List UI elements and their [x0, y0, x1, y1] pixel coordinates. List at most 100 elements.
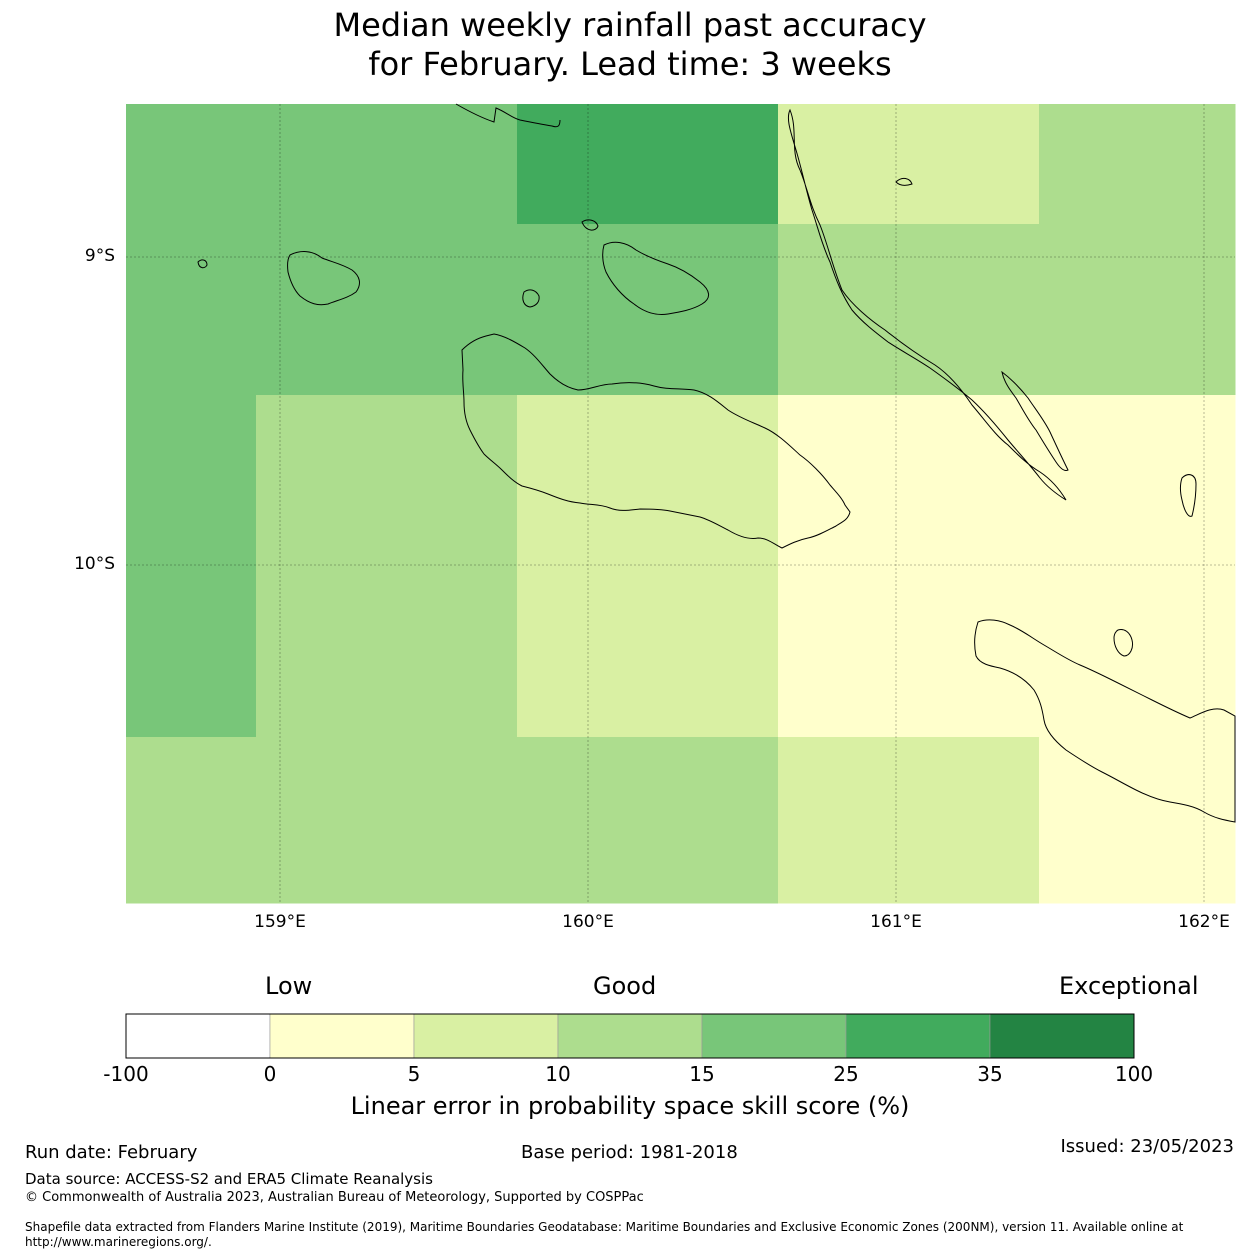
lon-label-162e: 162°E: [1178, 912, 1230, 932]
copyright: © Commonwealth of Australia 2023, Austra…: [25, 1190, 644, 1205]
coastline-malaita: [787, 108, 1067, 501]
skill-cell: [126, 224, 192, 396]
skill-cell: [256, 565, 323, 738]
shapefile-credit: Shapefile data extracted from Flanders M…: [25, 1220, 1184, 1249]
skill-cell: [322, 565, 388, 738]
colorbar-box: [701, 1013, 847, 1059]
skill-cell: [387, 224, 453, 396]
data-source: Data source: ACCESS-S2 and ERA5 Climate …: [25, 1170, 433, 1188]
skill-cell: [322, 104, 388, 225]
colorbar-tick: 0: [263, 1062, 277, 1086]
skill-cell: [126, 565, 192, 738]
base-period: Base period: 1981-2018: [521, 1142, 738, 1163]
skill-cell: [974, 737, 1040, 904]
skill-cell: [126, 737, 192, 904]
skill-cell: [713, 565, 779, 738]
skill-cell: [126, 104, 192, 225]
colorbar-box: [989, 1013, 1135, 1059]
map-title-line-2: for February. Lead time: 3 weeks: [368, 45, 892, 83]
lon-label-160e: 160°E: [562, 912, 614, 932]
skill-cell: [713, 224, 779, 396]
skill-cell: [322, 395, 388, 566]
coastline-savo: [522, 289, 540, 308]
skill-cell: [974, 565, 1040, 738]
skill-cell: [387, 737, 453, 904]
lon-label-159e: 159°E: [254, 912, 306, 932]
colorbar-label: Linear error in probability space skill …: [350, 1092, 910, 1120]
coastline-guadalcanal: [461, 333, 851, 549]
skill-cell: [909, 565, 975, 738]
colorbar-category-exceptional: Exceptional: [1059, 972, 1199, 1000]
coastline-west-islet: [197, 259, 208, 269]
skill-cell: [648, 224, 714, 396]
colorbar-box: [845, 1013, 991, 1059]
colorbar-tick: 15: [689, 1062, 715, 1086]
colorbar-tick: 5: [407, 1062, 421, 1086]
skill-cell: [191, 395, 257, 566]
skill-cell: [1105, 737, 1171, 904]
skill-cell: [1039, 224, 1106, 396]
colorbar-tick: -100: [103, 1062, 149, 1086]
skill-cell: [648, 104, 714, 225]
skill-cell: [1170, 565, 1236, 738]
skill-map: [126, 103, 1236, 904]
coastline-florida-islands: [287, 251, 360, 306]
skill-cell: [648, 737, 714, 904]
gridlines: [126, 104, 1235, 903]
skill-cell: [844, 565, 910, 738]
coastline-makira: [974, 619, 1236, 823]
coastline-small-malaita: [1001, 370, 1069, 471]
colorbar-tick: 10: [545, 1062, 571, 1086]
skill-cell: [583, 104, 649, 225]
skill-cell: [517, 224, 584, 396]
skill-cell: [256, 224, 323, 396]
skill-cell: [909, 104, 975, 225]
skill-cell: [322, 224, 388, 396]
colorbar-outline: [125, 1013, 1135, 1059]
skill-cell: [517, 737, 584, 904]
skill-cell: [583, 737, 649, 904]
coastline-reef-b: [895, 177, 913, 186]
skill-cell: [1170, 224, 1236, 396]
skill-cell: [387, 395, 453, 566]
skill-cell: [452, 565, 518, 738]
coastline-reef-a: [581, 219, 599, 231]
skill-cell: [974, 104, 1040, 225]
skill-cell: [517, 104, 584, 225]
lat-label-10s: 10°S: [74, 554, 115, 574]
coastline-north-islet-a: [455, 103, 561, 128]
skill-cell: [713, 737, 779, 904]
skill-cell: [452, 224, 518, 396]
run-date: Run date: February: [25, 1142, 198, 1163]
skill-cell: [256, 395, 323, 566]
issued-date: Issued: 23/05/2023: [1060, 1136, 1234, 1157]
colorbar-box: [557, 1013, 703, 1059]
skill-cell: [452, 395, 518, 566]
skill-cell: [256, 737, 323, 904]
skill-cell: [844, 224, 910, 396]
skill-cell: [844, 395, 910, 566]
skill-cell: [256, 104, 323, 225]
skill-cell: [713, 104, 779, 225]
skill-cell: [191, 737, 257, 904]
skill-cell: [909, 737, 975, 904]
colorbar-box: [269, 1013, 415, 1059]
skill-cell: [191, 224, 257, 396]
skill-cell: [387, 565, 453, 738]
colorbar-boxes: [125, 1013, 1135, 1059]
colorbar-category-low: Low: [265, 972, 313, 1000]
skill-cell: [648, 565, 714, 738]
skill-cell: [1105, 224, 1171, 396]
coastlines: [197, 103, 1236, 823]
skill-cell: [191, 104, 257, 225]
skill-cell: [1105, 395, 1171, 566]
coastline-ugi: [1180, 474, 1197, 517]
skill-cell: [1039, 395, 1106, 566]
skill-cell: [517, 565, 584, 738]
skill-cell: [452, 737, 518, 904]
colorbar-category-good: Good: [593, 972, 657, 1000]
lon-label-161e: 161°E: [870, 912, 922, 932]
skill-cell: [1170, 104, 1236, 225]
coastline-ulawa: [1113, 629, 1133, 657]
colorbar-tick: 100: [1114, 1062, 1154, 1086]
